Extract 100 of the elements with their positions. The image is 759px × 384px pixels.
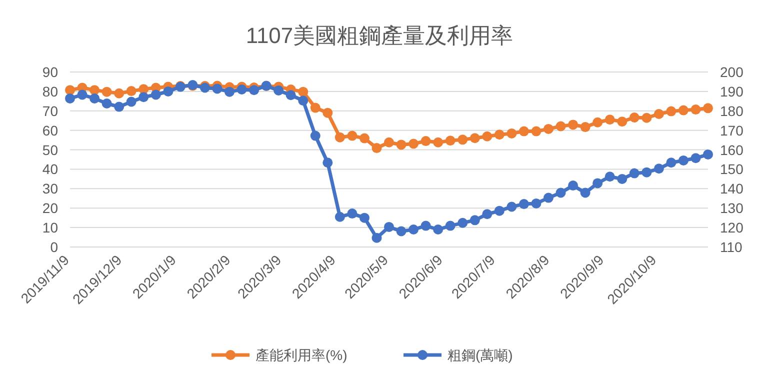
point xyxy=(506,202,517,212)
point xyxy=(470,215,480,226)
point xyxy=(617,174,628,184)
point xyxy=(65,85,75,96)
point xyxy=(236,84,247,94)
point xyxy=(150,90,161,100)
point xyxy=(65,93,75,104)
point xyxy=(102,98,112,108)
point xyxy=(568,120,578,130)
point xyxy=(458,218,468,228)
point xyxy=(604,114,615,125)
point xyxy=(482,131,492,142)
point xyxy=(286,90,296,100)
point xyxy=(445,136,456,146)
point xyxy=(494,130,504,140)
point xyxy=(470,133,480,144)
point xyxy=(372,143,382,154)
point xyxy=(654,109,664,119)
point xyxy=(298,96,308,106)
y2-tick-label: 190 xyxy=(720,83,744,100)
point xyxy=(359,212,370,223)
point xyxy=(163,86,174,96)
point xyxy=(678,155,688,166)
legend-label: 產能利用率(%) xyxy=(256,347,348,363)
y2-tick-label: 120 xyxy=(720,220,744,236)
point xyxy=(690,153,701,164)
y-tick-label: 60 xyxy=(42,122,58,138)
point xyxy=(580,122,590,132)
point xyxy=(77,90,88,100)
point xyxy=(347,208,358,219)
point xyxy=(334,132,345,142)
point xyxy=(420,220,431,231)
point xyxy=(224,86,234,97)
point xyxy=(703,149,713,160)
point xyxy=(433,224,444,234)
point xyxy=(212,84,222,94)
y-tick-label: 70 xyxy=(42,102,58,119)
y-tick-label: 40 xyxy=(42,161,58,178)
point xyxy=(249,85,260,96)
y-tick-label: 90 xyxy=(42,64,58,80)
point xyxy=(642,167,652,178)
point xyxy=(703,103,713,114)
point xyxy=(408,138,419,149)
point xyxy=(322,158,333,168)
point xyxy=(90,85,100,96)
y-tick-label: 30 xyxy=(42,180,58,197)
y2-tick-label: 130 xyxy=(720,200,744,216)
point xyxy=(580,188,590,198)
point xyxy=(666,158,676,168)
point xyxy=(274,85,284,96)
point xyxy=(592,178,603,188)
point xyxy=(654,164,664,174)
point xyxy=(506,128,517,138)
point xyxy=(396,226,406,236)
y2-tick-label: 160 xyxy=(720,142,744,158)
point xyxy=(518,126,529,136)
point xyxy=(384,222,394,232)
point xyxy=(322,108,333,118)
point xyxy=(629,112,640,122)
point xyxy=(90,93,100,104)
y-tick-label: 0 xyxy=(50,239,58,255)
point xyxy=(384,137,394,148)
point xyxy=(334,212,345,222)
point xyxy=(518,199,529,210)
point xyxy=(445,220,456,231)
point xyxy=(138,92,149,102)
point xyxy=(102,86,112,97)
point xyxy=(310,102,320,113)
y2-tick-label: 110 xyxy=(720,239,743,255)
point xyxy=(556,188,566,198)
y-tick-label: 10 xyxy=(42,220,58,236)
point xyxy=(666,106,676,116)
point xyxy=(420,136,431,146)
point xyxy=(629,168,640,178)
point xyxy=(531,126,542,136)
point xyxy=(678,105,688,116)
y2-tick-label: 180 xyxy=(720,102,744,119)
point xyxy=(126,86,136,96)
point xyxy=(114,102,124,112)
point xyxy=(298,86,308,97)
point xyxy=(592,117,603,128)
point xyxy=(604,172,615,182)
legend-label: 粗鋼(萬噸) xyxy=(448,347,513,363)
point xyxy=(458,134,468,145)
point xyxy=(433,137,444,148)
point xyxy=(372,232,382,243)
y-tick-label: 20 xyxy=(42,200,58,216)
point xyxy=(347,130,358,141)
point xyxy=(359,133,370,144)
point xyxy=(408,224,419,234)
point xyxy=(396,140,406,150)
y2-tick-label: 200 xyxy=(720,64,744,80)
y-tick-label: 80 xyxy=(42,83,58,100)
y2-tick-label: 170 xyxy=(720,122,744,138)
point xyxy=(531,198,542,208)
point xyxy=(544,192,554,203)
point xyxy=(568,180,578,191)
point xyxy=(642,112,652,123)
y2-tick-label: 140 xyxy=(720,180,744,197)
point xyxy=(690,104,701,115)
